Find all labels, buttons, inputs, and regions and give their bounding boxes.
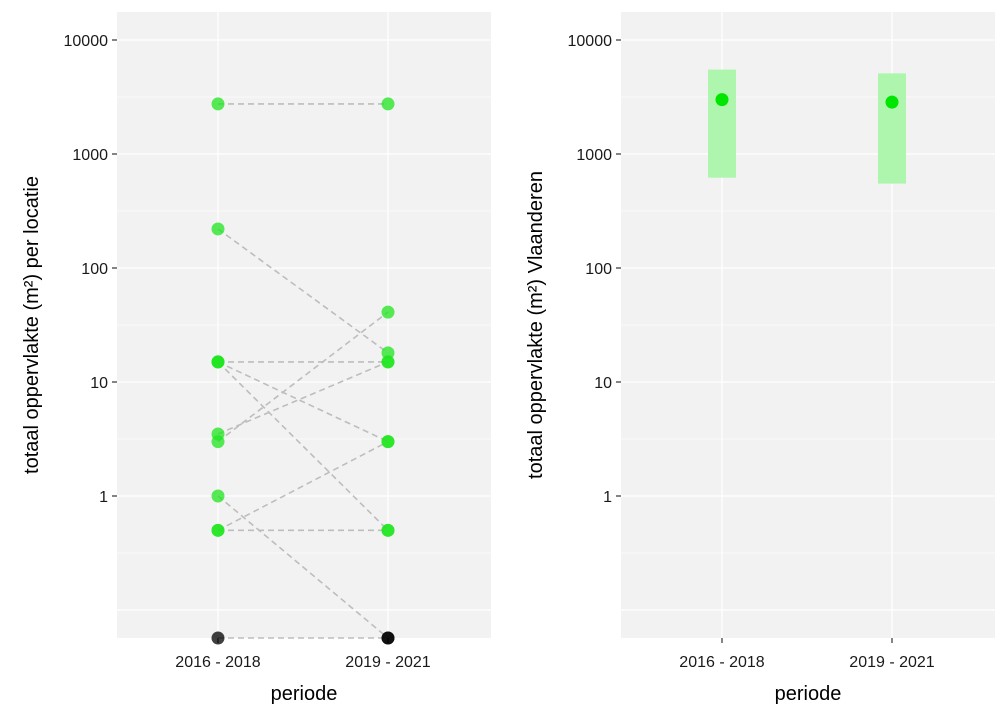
chart-panel-2: 1 10 100 1000 10000 2016 - 2018 2019 - 2021 per… — [525, 12, 995, 705]
data-point — [211, 97, 225, 111]
series-connector-line — [217, 495, 389, 639]
interval-bar — [878, 73, 906, 184]
chart-panel-1: 1 10 100 1000 10000 2016 - 2018 2019 - 2021 per… — [21, 12, 491, 705]
interval-bar — [708, 69, 736, 178]
y-tick-label: 1 — [603, 489, 612, 506]
data-point — [381, 355, 395, 369]
data-point — [381, 523, 395, 537]
y-tick-label: 10 — [594, 375, 612, 392]
data-point — [381, 631, 395, 645]
x-tick-label: 2016 - 2018 — [679, 654, 765, 671]
y-axis-title: totaal oppervlakte (m²) per locatie — [21, 176, 43, 474]
y-tick-label: 10000 — [568, 33, 613, 50]
data-point — [211, 631, 225, 645]
y-tick-label: 100 — [585, 261, 612, 278]
x-tick-label: 2019 - 2021 — [849, 654, 935, 671]
data-point — [381, 435, 395, 449]
series-connector-line — [217, 228, 389, 354]
y-tick-label: 1000 — [576, 147, 612, 164]
series-connector-line — [217, 311, 389, 443]
data-point — [381, 305, 395, 319]
data-point — [211, 489, 225, 503]
y-tick-label: 100 — [81, 261, 108, 278]
y-tick-label: 1000 — [72, 147, 108, 164]
y-tick-label: 1 — [99, 489, 108, 506]
data-point — [381, 97, 395, 111]
data-point — [211, 355, 225, 369]
data-point — [211, 435, 225, 449]
series-connector-line — [217, 361, 389, 443]
x-axis-title: periode — [775, 683, 842, 705]
data-point — [381, 346, 395, 360]
y-axis-title: totaal oppervlakte (m²) Vlaanderen — [525, 171, 547, 479]
series-connector-line — [217, 361, 389, 435]
estimate-point — [885, 95, 899, 109]
y-tick-label: 10 — [90, 375, 108, 392]
data-point — [211, 523, 225, 537]
estimate-point — [715, 93, 729, 107]
x-tick-label: 2016 - 2018 — [175, 654, 261, 671]
y-tick-label: 10000 — [64, 33, 109, 50]
x-axis-title: periode — [271, 683, 338, 705]
series-connector-line — [217, 440, 389, 532]
data-point — [211, 222, 225, 236]
x-tick-label: 2019 - 2021 — [345, 654, 431, 671]
